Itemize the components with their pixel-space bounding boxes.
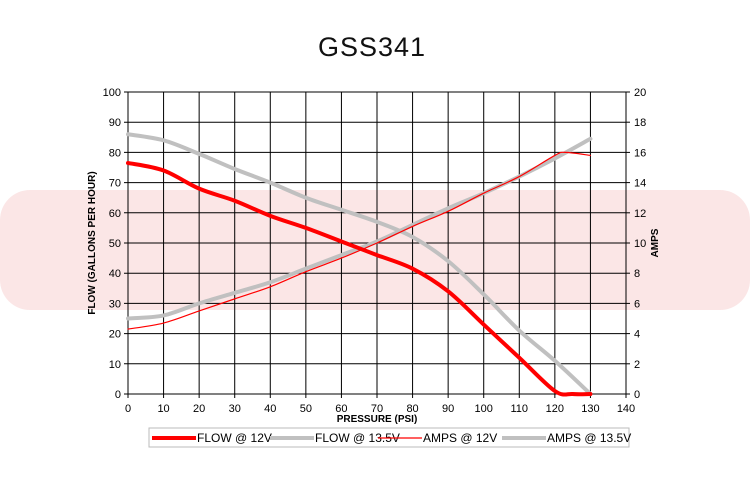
x-tick-label: 120 xyxy=(546,403,564,415)
y2-tick-label: 18 xyxy=(634,117,646,129)
x-tick-label: 140 xyxy=(617,403,635,415)
y2-tick-label: 2 xyxy=(634,359,640,371)
y-tick-label: 100 xyxy=(103,87,121,99)
x-tick-label: 100 xyxy=(475,403,493,415)
legend-label: AMPS @ 13.5V xyxy=(547,431,631,445)
y2-tick-label: 0 xyxy=(634,389,640,401)
y-tick-label: 10 xyxy=(109,359,121,371)
legend-label: AMPS @ 12V xyxy=(423,431,497,445)
x-tick-label: 20 xyxy=(193,403,205,415)
y2-tick-label: 14 xyxy=(634,178,646,190)
y2-tick-label: 8 xyxy=(634,268,640,280)
y-tick-label: 80 xyxy=(109,147,121,159)
y-tick-label: 50 xyxy=(109,238,121,250)
x-tick-label: 130 xyxy=(581,403,599,415)
x-tick-label: 110 xyxy=(511,403,529,415)
series-line-amps-12v xyxy=(127,151,592,330)
y-tick-label: 60 xyxy=(109,208,121,220)
y-tick-label: 0 xyxy=(115,389,121,401)
y-axis-label: FLOW (GALLONS PER HOUR) xyxy=(87,171,98,314)
legend-label: FLOW @ 12V xyxy=(197,431,272,445)
x-tick-label: 50 xyxy=(300,403,312,415)
x-tick-label: 40 xyxy=(264,403,276,415)
x-tick-label: 60 xyxy=(335,403,347,415)
x-axis-label: PRESSURE (PSI) xyxy=(337,414,418,425)
y2-tick-label: 16 xyxy=(634,147,646,159)
y2-tick-label: 4 xyxy=(634,329,640,341)
x-tick-label: 30 xyxy=(229,403,241,415)
y-tick-label: 20 xyxy=(109,329,121,341)
x-tick-label: 10 xyxy=(157,403,169,415)
x-tick-label: 90 xyxy=(442,403,454,415)
x-tick-label: 80 xyxy=(406,403,418,415)
x-tick-label: 0 xyxy=(125,403,131,415)
y2-axis-label: AMPS xyxy=(650,228,661,257)
y-tick-label: 40 xyxy=(109,268,121,280)
y2-tick-label: 12 xyxy=(634,208,646,220)
chart-title: GSS341 xyxy=(318,32,426,62)
series-line-flow-12v xyxy=(126,160,593,397)
y-tick-label: 70 xyxy=(109,178,121,190)
x-tick-label: 70 xyxy=(371,403,383,415)
plot-border xyxy=(127,91,627,395)
y-tick-label: 90 xyxy=(109,117,121,129)
y2-tick-label: 6 xyxy=(634,298,640,310)
legend-label: FLOW @ 13.5V xyxy=(315,431,400,445)
watermark xyxy=(0,190,750,310)
y2-tick-label: 10 xyxy=(634,238,646,250)
series-line-flow-13-5v xyxy=(126,132,593,396)
y2-tick-label: 20 xyxy=(634,87,646,99)
y-tick-label: 30 xyxy=(109,298,121,310)
